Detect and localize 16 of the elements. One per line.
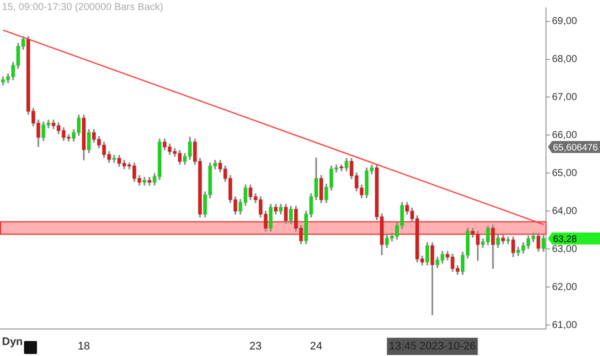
chart-title: 15, 09:00-17:30 (200000 Bars Back): [2, 2, 164, 13]
x-tick-label: 23: [249, 340, 262, 352]
y-tick-label: 66,00: [552, 130, 578, 141]
y-tick-label: 65,00: [552, 168, 578, 179]
y-tick-label: 63,00: [552, 244, 578, 255]
y-tick-label: 67,00: [552, 92, 578, 103]
y-tick-label: 61,00: [552, 320, 578, 331]
y-tick-label: 64,00: [552, 206, 578, 217]
y-tick-label: 62,00: [552, 282, 578, 293]
text: 63,28: [553, 234, 577, 246]
y-tick-label: 68,00: [552, 54, 578, 65]
text: Dyn: [2, 336, 24, 348]
x-tick-label: 24: [310, 340, 322, 352]
x-tick-label: 18: [78, 340, 90, 352]
text: 65,606476: [553, 142, 598, 154]
y-tick-label: 69,00: [552, 16, 578, 28]
